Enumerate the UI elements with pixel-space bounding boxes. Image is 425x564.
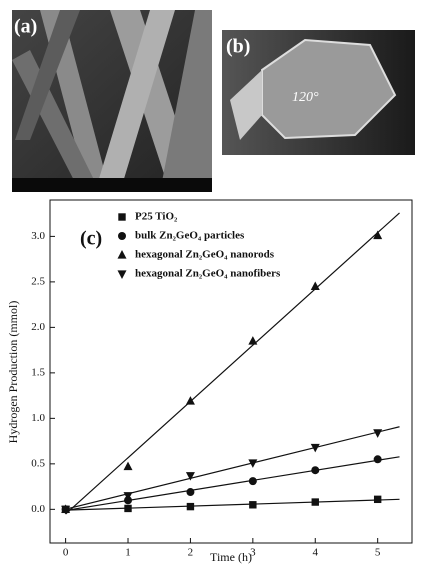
x-tick-label: 1 (125, 547, 131, 559)
panel-label: (b) (226, 36, 250, 58)
figure: (a) (b) 120° (c) Time (h) Hydrogen Produ… (0, 0, 425, 564)
y-tick-label: 2.5 (31, 275, 45, 287)
marker (186, 396, 195, 405)
x-tick-label: 2 (188, 547, 194, 559)
y-tick-label: 0.5 (31, 457, 45, 469)
y-tick-label: 1.5 (31, 366, 45, 378)
sem-image-a (12, 10, 212, 192)
marker (118, 250, 127, 259)
marker (186, 488, 194, 496)
marker (374, 455, 382, 463)
x-tick-label: 5 (375, 547, 381, 559)
marker (248, 336, 257, 345)
marker (187, 503, 194, 510)
marker (249, 501, 256, 508)
marker (118, 213, 125, 220)
marker (124, 505, 131, 512)
legend-label: hexagonal Zn₂GeO₄ nanorods (135, 249, 275, 261)
marker (118, 270, 127, 279)
marker (249, 477, 257, 485)
angle-label: 120° (292, 90, 319, 105)
marker (312, 498, 319, 505)
legend-label: bulk Zn₂GeO₄ particles (135, 230, 245, 242)
legend-label: hexagonal Zn₂GeO₄ nanofibers (135, 268, 281, 280)
x-axis-label: Time (h) (210, 550, 252, 564)
y-tick-label: 1.0 (31, 412, 45, 424)
fit-line (66, 499, 400, 510)
marker (373, 429, 382, 438)
marker (124, 462, 133, 471)
x-tick-label: 4 (313, 547, 319, 559)
fit-line (66, 427, 400, 509)
y-tick-label: 2.0 (31, 321, 45, 333)
panel-label: (c) (80, 228, 102, 250)
y-tick-label: 0.0 (31, 503, 45, 515)
marker (311, 466, 319, 474)
marker (374, 496, 381, 503)
panel-label: (a) (14, 16, 37, 38)
x-tick-label: 3 (250, 547, 256, 559)
y-axis-label: Hydrogen Production (mmol) (6, 301, 20, 444)
marker (118, 232, 126, 240)
legend-label: P25 TiO₂ (135, 211, 178, 223)
y-tick-label: 3.0 (31, 230, 45, 242)
x-tick-label: 0 (63, 547, 69, 559)
fit-line (66, 457, 400, 511)
